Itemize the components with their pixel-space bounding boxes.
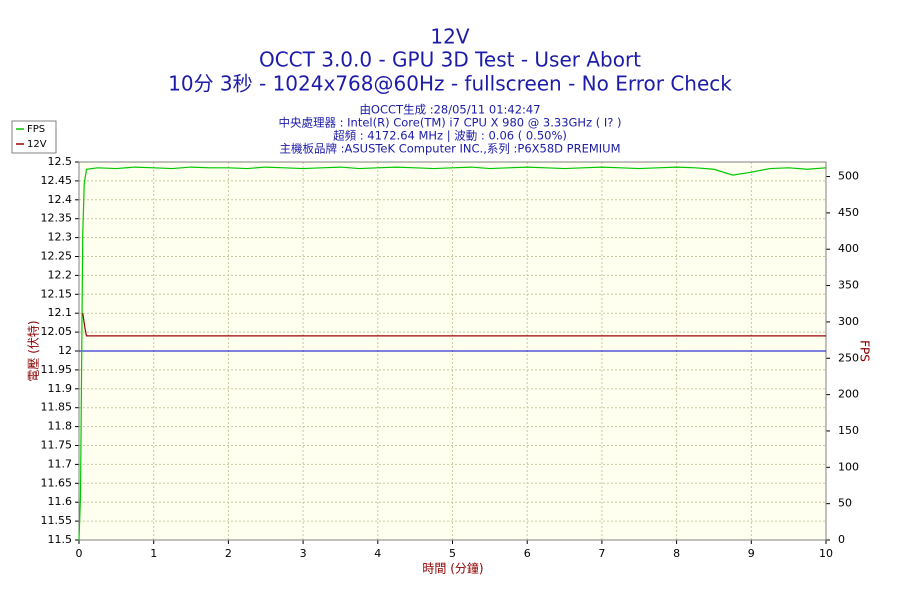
y2-tick-label: 50 (838, 497, 852, 510)
y-tick-label: 12.2 (48, 268, 73, 281)
chart-subtitle: OCCT 3.0.0 - GPU 3D Test - User Abort (259, 48, 641, 72)
y2-tick-label: 200 (838, 388, 859, 401)
y-tick-label: 12.1 (48, 306, 73, 319)
y2-axis-label: FPS (858, 340, 872, 362)
y-tick-label: 11.55 (41, 514, 73, 527)
y2-tick-label: 100 (838, 460, 859, 473)
x-tick-label: 2 (225, 547, 232, 560)
y-axis-label: 電壓 (伏特) (26, 320, 41, 381)
y2-tick-label: 150 (838, 424, 859, 437)
y-tick-label: 12.3 (48, 231, 73, 244)
info-line: 由OCCT生成 :28/05/11 01:42:47 (359, 103, 540, 117)
y-tick-label: 11.5 (48, 533, 73, 546)
x-tick-label: 3 (300, 547, 307, 560)
info-line: 主機板品牌 :ASUSTeK Computer INC.,系列 :P6X58D … (279, 142, 620, 156)
legend-label: FPS (27, 124, 45, 135)
x-tick-label: 8 (673, 547, 680, 560)
data-line (78, 166, 827, 541)
x-tick-label: 10 (819, 547, 833, 560)
y-tick-label: 12.15 (41, 287, 73, 300)
y-tick-label: 11.65 (41, 476, 73, 489)
y-tick-label: 11.75 (41, 439, 73, 452)
y-tick-label: 12.25 (41, 250, 73, 263)
y-tick-label: 11.8 (48, 420, 73, 433)
x-tick-label: 9 (748, 547, 755, 560)
y-tick-label: 12.5 (48, 155, 73, 168)
legend-label: 12V (27, 139, 47, 150)
y-tick-label: 11.9 (48, 382, 73, 395)
y-tick-label: 11.95 (41, 363, 73, 376)
y2-tick-label: 350 (838, 279, 859, 292)
x-tick-label: 0 (76, 547, 83, 560)
y-tick-label: 12 (58, 344, 72, 357)
y2-tick-label: 400 (838, 242, 859, 255)
x-tick-label: 5 (449, 547, 456, 560)
y2-tick-label: 450 (838, 206, 859, 219)
x-tick-label: 1 (150, 547, 157, 560)
y-tick-label: 11.6 (48, 495, 73, 508)
y-tick-label: 12.05 (41, 325, 73, 338)
chart-subtitle: 10分 3秒 - 1024x768@60Hz - fullscreen - No… (168, 72, 732, 96)
y2-tick-label: 500 (838, 170, 859, 183)
y-tick-label: 12.35 (41, 212, 73, 225)
y-tick-label: 11.85 (41, 401, 73, 414)
x-tick-label: 6 (524, 547, 531, 560)
y-tick-label: 12.4 (48, 193, 73, 206)
info-line: 超頻 : 4172.64 MHz | 波動 : 0.06 ( 0.50%) (333, 129, 567, 143)
x-tick-label: 7 (598, 547, 605, 560)
y-tick-label: 11.7 (48, 457, 73, 470)
y2-tick-label: 250 (838, 351, 859, 364)
y-tick-label: 12.45 (41, 174, 73, 187)
legend-box (11, 120, 57, 154)
data-line (82, 313, 826, 337)
y2-tick-label: 0 (838, 533, 845, 546)
x-tick-label: 4 (374, 547, 381, 560)
chart-title: 12V (430, 25, 469, 49)
info-line: 中央處理器 : Intel(R) Core(TM) i7 CPU X 980 @… (278, 116, 621, 130)
x-axis-label: 時間 (分鐘) (422, 561, 483, 576)
y2-tick-label: 300 (838, 315, 859, 328)
